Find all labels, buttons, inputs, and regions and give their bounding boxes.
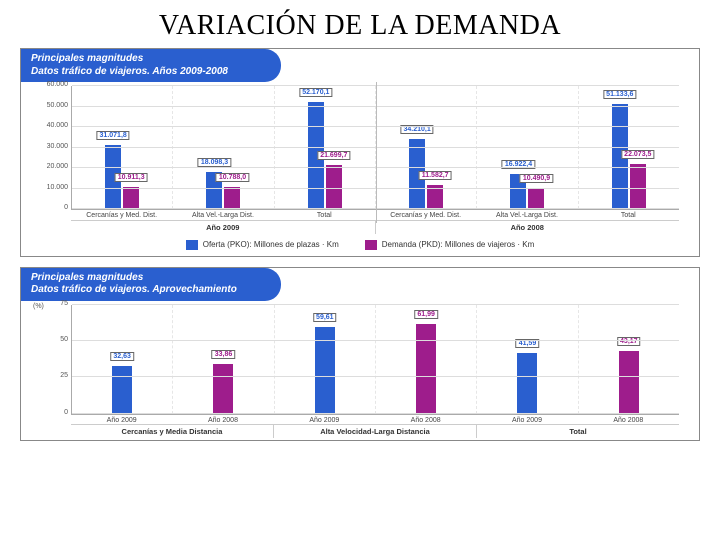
chart1-legend-b-label: Demanda (PKD): Millones de viajeros · Km bbox=[382, 240, 535, 249]
chart2-xlabel: Año 2009 bbox=[71, 415, 172, 425]
chart2-plot: 32,63 33,86 59,61 61,99 41,59 43,17 0 25 50 75 bbox=[71, 305, 679, 415]
chart2-group: 41,59 bbox=[477, 305, 578, 414]
chart2-bar: 41,59 bbox=[517, 353, 537, 413]
page-title: VARIACIÓN DE LA DEMANDA bbox=[20, 10, 700, 42]
chart1-group: 34.210,111.582,7 bbox=[376, 86, 477, 209]
chart2-bar: 33,86 bbox=[213, 364, 233, 413]
chart2-xlabel: Año 2008 bbox=[578, 415, 679, 425]
chart2-subaxis-label: Alta Velocidad-Larga Distancia bbox=[274, 425, 477, 438]
chart1-group: 51.133,622.073,5 bbox=[579, 86, 679, 209]
chart2-xlabel: Año 2009 bbox=[274, 415, 375, 425]
chart2-subaxis: Cercanías y Media DistanciaAlta Velocida… bbox=[71, 424, 679, 438]
chart2-bar: 61,99 bbox=[416, 324, 436, 414]
chart1-subaxis-right: Año 2008 bbox=[376, 221, 680, 234]
chart1-group: 52.170,121.699,7 bbox=[275, 86, 376, 209]
chart1-header-pill: Principales magnitudes Datos tráfico de … bbox=[21, 49, 281, 82]
chart2-subaxis-label: Cercanías y Media Distancia bbox=[71, 425, 274, 438]
chart2-group: 61,99 bbox=[376, 305, 477, 414]
chart1-legend-a: Oferta (PKO): Millones de plazas · Km bbox=[186, 240, 339, 250]
chart1-panel: Principales magnitudes Datos tráfico de … bbox=[20, 48, 700, 257]
chart2-header: Principales magnitudes Datos tráfico de … bbox=[21, 268, 699, 301]
chart1-xlabel: Total bbox=[274, 210, 375, 220]
chart2-gridline: 0 bbox=[72, 413, 679, 414]
chart2-xaxis: Año 2009Año 2008Año 2009Año 2008Año 2009… bbox=[71, 415, 679, 425]
chart1-legend: Oferta (PKO): Millones de plazas · Km De… bbox=[21, 236, 699, 256]
chart2-gridline: 50 bbox=[72, 340, 679, 341]
chart2-gridline: 75 bbox=[72, 304, 679, 305]
chart2-panel: Principales magnitudes Datos tráfico de … bbox=[20, 267, 700, 442]
chart2-group: 43,17 bbox=[579, 305, 679, 414]
chart1-plot: 31.071,810.911,318.098,310.788,052.170,1… bbox=[71, 86, 679, 210]
chart2-header-pill: Principales magnitudes Datos tráfico de … bbox=[21, 268, 281, 301]
chart1-xlabel: Alta Vel.-Larga Dist. bbox=[476, 210, 577, 220]
chart2-bar: 32,63 bbox=[112, 366, 132, 413]
chart1-group: 31.071,810.911,3 bbox=[72, 86, 173, 209]
chart1-xlabel: Cercanías y Med. Dist. bbox=[71, 210, 172, 220]
chart2-gridline: 25 bbox=[72, 376, 679, 377]
chart1-legend-b: Demanda (PKD): Millones de viajeros · Km bbox=[365, 240, 535, 250]
chart2-xlabel: Año 2009 bbox=[476, 415, 577, 425]
swatch-series-a bbox=[186, 240, 198, 250]
chart1-xlabel: Cercanías y Med. Dist. bbox=[375, 210, 476, 220]
chart1-legend-a-label: Oferta (PKO): Millones de plazas · Km bbox=[203, 240, 339, 249]
chart1-bar-b: 10.911,3 bbox=[123, 187, 139, 209]
chart1-subaxis-left: Año 2009 bbox=[71, 221, 376, 234]
chart1-body: 31.071,810.911,318.098,310.788,052.170,1… bbox=[21, 82, 699, 236]
chart1-xlabel: Total bbox=[578, 210, 679, 220]
chart1-bar-b: 11.582,7 bbox=[427, 185, 443, 209]
chart1-group: 16.922,410.490,9 bbox=[477, 86, 578, 209]
chart1-group: 18.098,310.788,0 bbox=[173, 86, 274, 209]
chart2-group: 32,63 bbox=[72, 305, 173, 414]
chart2-subaxis-label: Total bbox=[477, 425, 679, 438]
chart2-body: (%) 32,6333,8659,6161,9941,5943,17 02550… bbox=[21, 301, 699, 441]
chart2-xlabel: Año 2008 bbox=[172, 415, 273, 425]
chart1-center-separator bbox=[376, 82, 377, 223]
chart1-header: Principales magnitudes Datos tráfico de … bbox=[21, 49, 699, 82]
chart1-bar-b: 10.490,9 bbox=[528, 188, 544, 210]
chart2-group: 33,86 bbox=[173, 305, 274, 414]
chart2-xlabel: Año 2008 bbox=[375, 415, 476, 425]
chart2-bars: 32,63 33,86 59,61 61,99 41,59 43,17 bbox=[72, 305, 679, 414]
chart1-xlabel: Alta Vel.-Larga Dist. bbox=[172, 210, 273, 220]
swatch-series-b bbox=[365, 240, 377, 250]
chart1-bar-b: 22.073,5 bbox=[630, 164, 646, 209]
chart2-bar: 43,17 bbox=[619, 351, 639, 414]
chart1-bar-b: 10.788,0 bbox=[224, 187, 240, 209]
chart2-group: 59,61 bbox=[275, 305, 376, 414]
